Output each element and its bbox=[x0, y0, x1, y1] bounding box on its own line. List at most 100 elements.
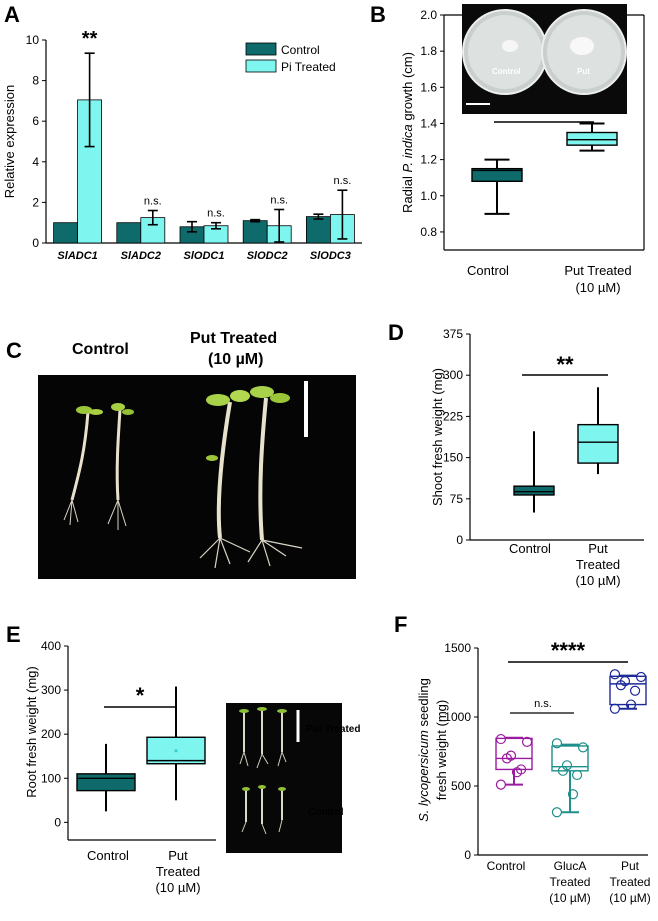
panel-f-data-point bbox=[571, 769, 583, 781]
panel-e-box bbox=[76, 773, 136, 792]
panel-a-category-label: SlADC1 bbox=[57, 250, 97, 262]
panel-b-category-label: Control bbox=[467, 263, 509, 278]
panel-d-box bbox=[577, 423, 619, 464]
panel-f-data-point bbox=[609, 669, 621, 680]
panel-d-significance: ** bbox=[556, 352, 574, 377]
panel-f-category-label: Control bbox=[487, 859, 526, 873]
panel-a-significance: n.s. bbox=[207, 208, 225, 220]
panel-a-bar bbox=[116, 222, 142, 244]
panel-a-y-tick-label: 10 bbox=[26, 33, 40, 47]
panel-letter-f: F bbox=[394, 612, 407, 637]
panel-a-legend-swatch bbox=[245, 59, 277, 73]
panel-b-y-tick-label: 2.0 bbox=[420, 8, 437, 22]
panel-f-y-tick-label: 0 bbox=[464, 848, 471, 862]
panel-f-y-tick-label: 1000 bbox=[444, 710, 471, 724]
panel-e-category-label: Control bbox=[87, 848, 129, 863]
panel-d-y-tick-label: 225 bbox=[443, 409, 463, 423]
panel-a-bar bbox=[242, 220, 268, 244]
panel-d-y-tick-label: 375 bbox=[443, 327, 463, 341]
panel-letter-d: D bbox=[388, 320, 404, 345]
panel-a-bar bbox=[53, 222, 78, 244]
panel-e-y-tick-label: 0 bbox=[54, 815, 61, 829]
panel-b-y-label: Radial P. indica growth (cm) bbox=[400, 52, 415, 213]
panel-c-put-label: Put Treated bbox=[190, 330, 277, 347]
panel-b-y-tick-label: 1.4 bbox=[420, 116, 437, 130]
panel-f-data-point bbox=[635, 671, 647, 683]
panel-d-y-tick-label: 0 bbox=[456, 533, 463, 547]
panel-f-data-point bbox=[495, 733, 507, 745]
panel-f-y-label-line1: S. lycopersicum seedling bbox=[416, 678, 431, 822]
panel-a-significance: n.s. bbox=[270, 195, 288, 207]
inset-put-label: Put bbox=[577, 67, 590, 76]
panel-a-y-label: Relative expression bbox=[2, 85, 17, 198]
panel-e-control-label: Control bbox=[308, 807, 344, 818]
panel-b-box bbox=[471, 167, 523, 183]
panel-a-category-label: SlODC1 bbox=[184, 250, 225, 262]
panel-b-box bbox=[566, 131, 618, 146]
panel-b-y-tick-label: 0.8 bbox=[420, 225, 437, 239]
panel-f-ns-label: n.s. bbox=[534, 698, 552, 710]
inset-control-label: Control bbox=[492, 67, 520, 76]
panel-e-category-label: Put Treated (10 µM) bbox=[155, 848, 200, 895]
panel-f-data-point bbox=[505, 750, 517, 761]
panel-a-y-tick-label: 6 bbox=[32, 114, 39, 128]
panel-e-y-label: Root fresh weight (mg) bbox=[24, 666, 39, 798]
panel-e-significance: * bbox=[136, 683, 145, 708]
panel-f-y-tick-label: 500 bbox=[451, 779, 471, 793]
panel-f-data-point bbox=[561, 760, 573, 771]
panel-letter-c: C bbox=[6, 338, 22, 363]
panel-b-inset-photo: Control Put bbox=[462, 4, 627, 114]
panel-f-chart: 0 500 1000 1500 S. lycopersicum seedling fres… bbox=[416, 638, 651, 905]
panel-a-chart: 0 2 4 6 8 10 Relative expression ** SlADC1 n.s. Sl… bbox=[2, 28, 362, 262]
panel-f-data-point bbox=[577, 742, 589, 753]
panel-a-category-label: SlODC2 bbox=[247, 250, 288, 262]
panel-a-significance: n.s. bbox=[334, 175, 352, 187]
panel-f-data-point bbox=[625, 699, 637, 710]
panel-d-chart: 0 75 150 225 300 375 Shoot fresh weight (mg) **… bbox=[430, 327, 644, 588]
panel-b-y-tick-label: 1.8 bbox=[420, 44, 437, 58]
panel-a-y-tick-label: 8 bbox=[32, 74, 39, 88]
panel-a-legend-swatch bbox=[245, 42, 277, 56]
panel-b-y-tick-label: 1.2 bbox=[420, 153, 437, 167]
panel-f-y-label-line2: fresh weight (mg) bbox=[434, 700, 449, 800]
panel-f-data-point bbox=[551, 738, 563, 749]
panel-a-legend-label: Control bbox=[281, 43, 320, 57]
panel-f-data-point bbox=[521, 736, 533, 747]
panel-f-data-point bbox=[495, 779, 507, 790]
panel-e-y-tick-label: 400 bbox=[41, 639, 61, 653]
panel-f-box bbox=[609, 675, 647, 706]
panel-d-category-label: Put Treated (10 µM) bbox=[575, 541, 620, 588]
panel-b-y-tick-label: 1.6 bbox=[420, 80, 437, 94]
panel-f-box bbox=[495, 737, 533, 771]
panel-b-y-tick-label: 1.0 bbox=[420, 189, 437, 203]
panel-f-box bbox=[551, 745, 589, 772]
panel-f-data-point bbox=[629, 685, 641, 696]
panel-e-mean bbox=[174, 749, 178, 753]
panel-a-significance: n.s. bbox=[144, 196, 162, 208]
panel-f-data-point bbox=[567, 789, 579, 800]
panel-f-data-point bbox=[515, 764, 527, 775]
panel-letter-a: A bbox=[4, 2, 20, 27]
panel-f-data-point bbox=[551, 807, 563, 818]
panel-f-data-point bbox=[619, 676, 631, 687]
panel-a-category-label: SlODC3 bbox=[310, 250, 351, 262]
panel-f-y-tick-label: 1500 bbox=[444, 641, 471, 655]
panel-e-y-tick-label: 200 bbox=[41, 727, 61, 741]
panel-d-y-tick-label: 300 bbox=[443, 368, 463, 382]
panel-letter-e: E bbox=[6, 622, 21, 647]
panel-a-bar bbox=[305, 216, 331, 244]
panel-d-y-tick-label: 150 bbox=[443, 451, 463, 465]
panel-a-y-tick-label: 2 bbox=[32, 195, 39, 209]
panel-d-y-tick-label: 75 bbox=[450, 492, 464, 506]
panel-b-chart: 0.8 1.0 1.2 1.4 1.6 1.8 2.0 Radial P. indica gr… bbox=[400, 8, 645, 295]
panel-letter-b: B bbox=[370, 2, 386, 27]
panel-e-y-tick-label: 100 bbox=[41, 771, 61, 785]
panel-e-photo bbox=[226, 703, 342, 853]
panel-f-data-point bbox=[609, 703, 621, 714]
panel-c-photo bbox=[38, 375, 356, 579]
panel-a-y-tick-label: 4 bbox=[32, 155, 39, 169]
panel-a-significance: ** bbox=[82, 28, 98, 50]
panel-b-category-label: Put Treated (10 µM) bbox=[564, 263, 631, 295]
panel-d-box bbox=[513, 485, 555, 496]
